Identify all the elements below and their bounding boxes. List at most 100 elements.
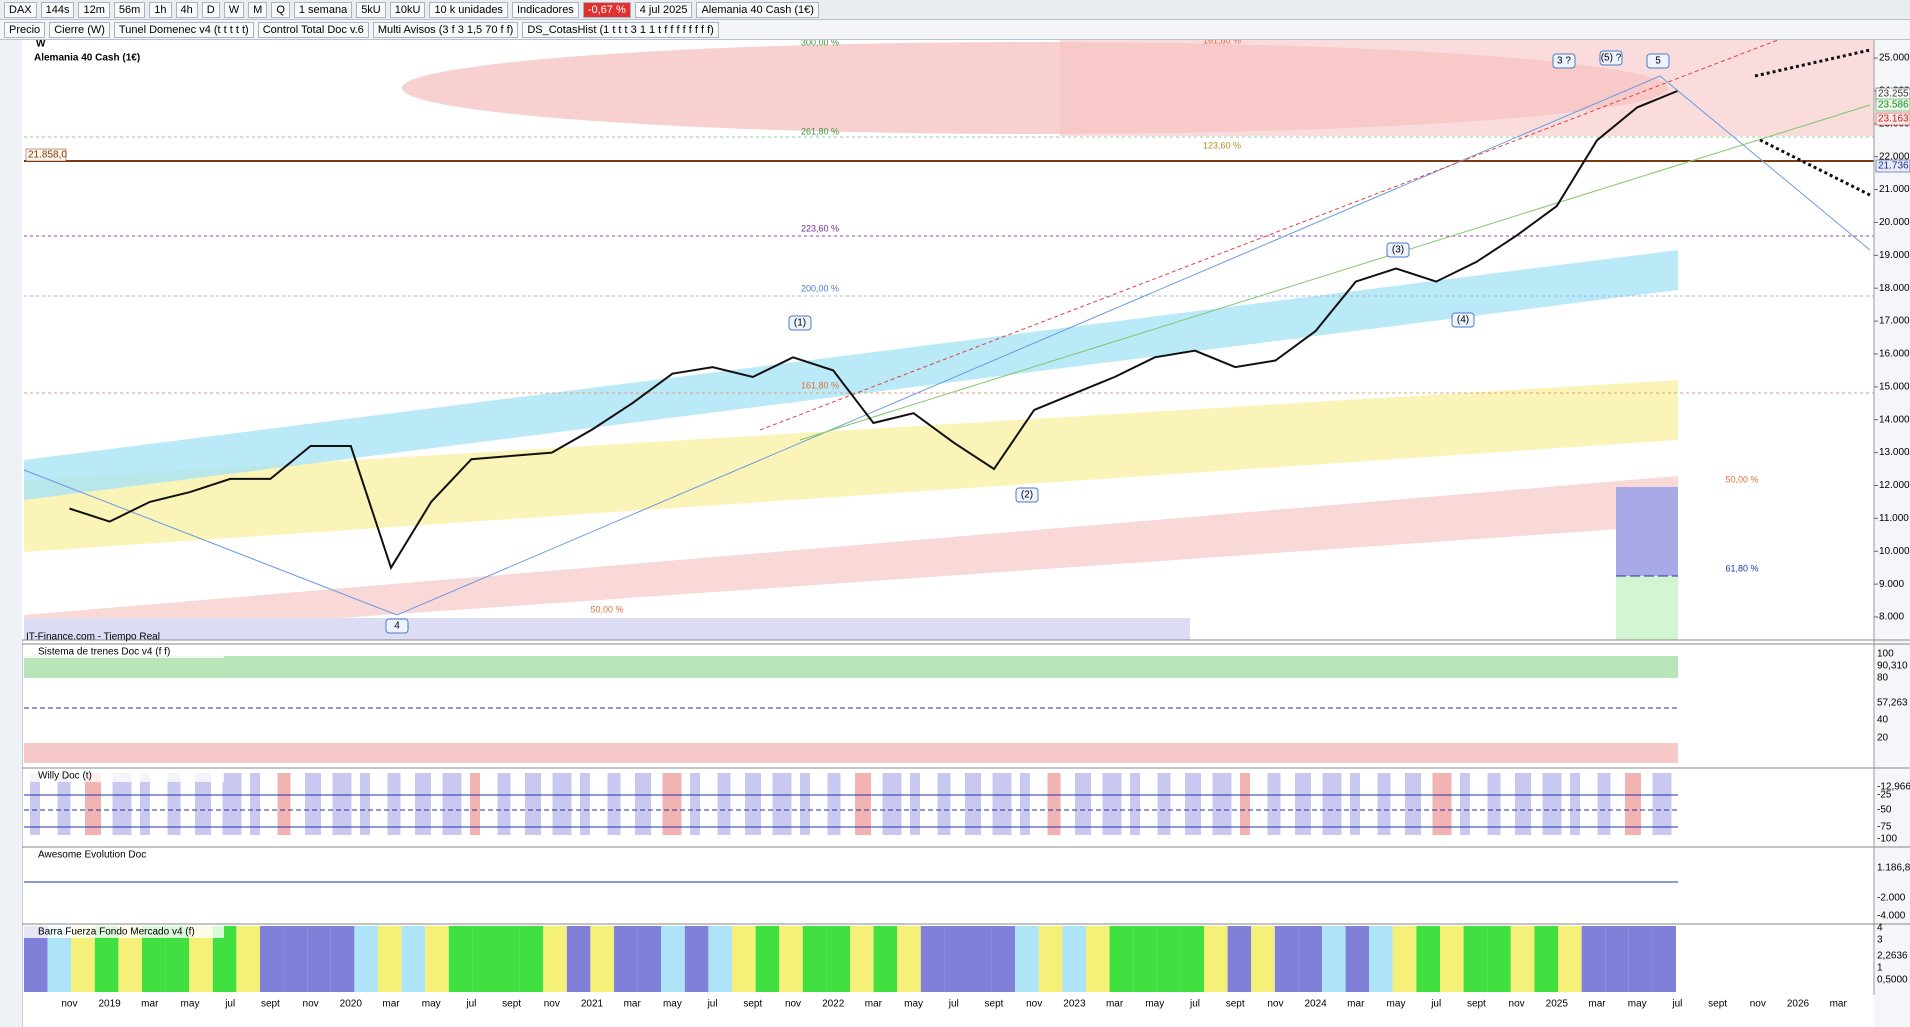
stripe: [332, 773, 352, 835]
wave-label: 4: [394, 621, 400, 632]
toolbar-button[interactable]: W: [223, 1, 245, 18]
stripe: [1075, 773, 1091, 835]
toolbar-button[interactable]: 56m: [113, 1, 146, 18]
stripe: [330, 926, 355, 992]
stripe: [222, 773, 242, 835]
stripe: [283, 926, 308, 992]
stripe: [497, 773, 511, 835]
stripe: [442, 773, 462, 835]
toolbar-button[interactable]: 1h: [149, 1, 172, 18]
stripe: [992, 773, 1012, 835]
stripe: [968, 926, 992, 992]
y-tick-label: 12.000: [1879, 480, 1910, 491]
target-zone: [1060, 40, 1874, 136]
stripe: [662, 773, 682, 835]
period: W: [36, 40, 46, 50]
x-tick-label: jul: [948, 999, 959, 1010]
toolbar-button[interactable]: 144s: [40, 1, 75, 18]
stripe: [236, 926, 260, 992]
stripe: [1625, 773, 1641, 835]
band-lavender: [24, 618, 1190, 640]
panel-axis-label: 1.186,8: [1877, 863, 1910, 874]
panel-axis-label: -4.000: [1877, 911, 1906, 922]
fib-label: 200,00 %: [801, 283, 839, 293]
toolbar-button[interactable]: 1 semana: [293, 1, 353, 18]
toolbar-button[interactable]: 4 jul 2025: [634, 1, 693, 18]
wave-box: [1552, 53, 1576, 69]
panel-axis-label: 40: [1877, 715, 1889, 726]
toolbar-button[interactable]: -0,67 %: [582, 1, 631, 18]
y-tick-label: 18.000: [1879, 283, 1910, 294]
stripe: [708, 926, 732, 992]
x-tick-label: sept: [502, 999, 521, 1010]
x-tick-label: nov: [1026, 999, 1042, 1010]
wave-label: (3): [1392, 245, 1404, 256]
toolbar-button[interactable]: Cierre (W): [49, 21, 110, 38]
toolbar-button[interactable]: 10 k unidades: [429, 1, 508, 18]
x-tick-label: 2019: [98, 999, 121, 1010]
price-tag: [25, 148, 67, 162]
toolbar-button[interactable]: 4h: [175, 1, 198, 18]
x-tick-label: may: [422, 999, 441, 1010]
stripe: [1251, 926, 1275, 992]
toolbar-button[interactable]: Precio: [4, 21, 46, 38]
stripe: [1015, 926, 1039, 992]
stripe: [1460, 773, 1470, 835]
fib-label: 261,80 %: [801, 126, 839, 136]
stripe: [360, 773, 370, 835]
y-tick-label: 11.000: [1879, 513, 1909, 524]
wave-box: [1451, 312, 1475, 328]
stripe: [448, 926, 473, 992]
toolbar-button[interactable]: Tunel Domenec v4 (t t t t t): [113, 21, 254, 38]
price-tag: [1875, 112, 1910, 126]
stripe: [118, 926, 142, 992]
x-tick-label: jul: [1189, 999, 1200, 1010]
toolbar-button[interactable]: 12m: [78, 1, 110, 18]
stripe: [965, 773, 981, 835]
stripe: [590, 926, 614, 992]
stripe: [305, 773, 321, 835]
stripe: [250, 773, 260, 835]
stripe: [1274, 926, 1299, 992]
toolbar-button[interactable]: Indicadores: [511, 1, 579, 18]
stripe: [354, 926, 378, 992]
toolbar-button[interactable]: Q: [271, 1, 290, 18]
x-tick-label: nov: [303, 999, 319, 1010]
x-tick-label: mar: [624, 999, 642, 1010]
y-tick-label: 16.000: [1879, 349, 1910, 360]
toolbar-button[interactable]: Alemania 40 Cash (1€): [696, 1, 819, 18]
panel-axis-label: -2.000: [1877, 893, 1906, 904]
stripe: [1605, 926, 1629, 992]
stripe: [1597, 773, 1611, 835]
y-tick-label: 15.000: [1879, 381, 1910, 392]
toolbar-button[interactable]: M: [248, 1, 268, 18]
toolbar-button[interactable]: 5kU: [356, 1, 386, 18]
right-axis: [1874, 40, 1910, 1027]
stripe: [690, 773, 700, 835]
stripe: [30, 773, 40, 835]
stripe: [1463, 926, 1488, 992]
toolbar-button[interactable]: DAX: [4, 1, 37, 18]
stripe: [910, 773, 920, 835]
stripe: [1062, 926, 1086, 992]
stripe: [1086, 926, 1110, 992]
toolbar-button[interactable]: Multi Avisos (3 f 3 1,5 70 f f): [372, 21, 519, 38]
y-tick-label: 13.000: [1879, 447, 1910, 458]
panel-title-bg: [24, 770, 224, 782]
price-tag-label: 23.255: [1878, 89, 1909, 100]
price-tag-label: 21.858,0: [28, 150, 67, 161]
stripe: [779, 926, 803, 992]
stripe: [1133, 926, 1157, 992]
stripe: [717, 773, 731, 835]
stripe: [1212, 773, 1232, 835]
toolbar-button[interactable]: DS_CotasHist (1 t t t 3 1 1 t f f f f f …: [522, 21, 719, 38]
stripe: [732, 926, 756, 992]
fib-label: 50,00 %: [1725, 474, 1758, 484]
toolbar-button[interactable]: Control Total Doc v.6: [257, 21, 369, 38]
fib-label: 300,00 %: [801, 40, 839, 47]
toolbar-button[interactable]: 10kU: [389, 1, 426, 18]
stripe: [755, 926, 780, 992]
band-yellow: [24, 380, 1678, 552]
x-tick-label: mar: [141, 999, 159, 1010]
toolbar-button[interactable]: D: [201, 1, 220, 18]
